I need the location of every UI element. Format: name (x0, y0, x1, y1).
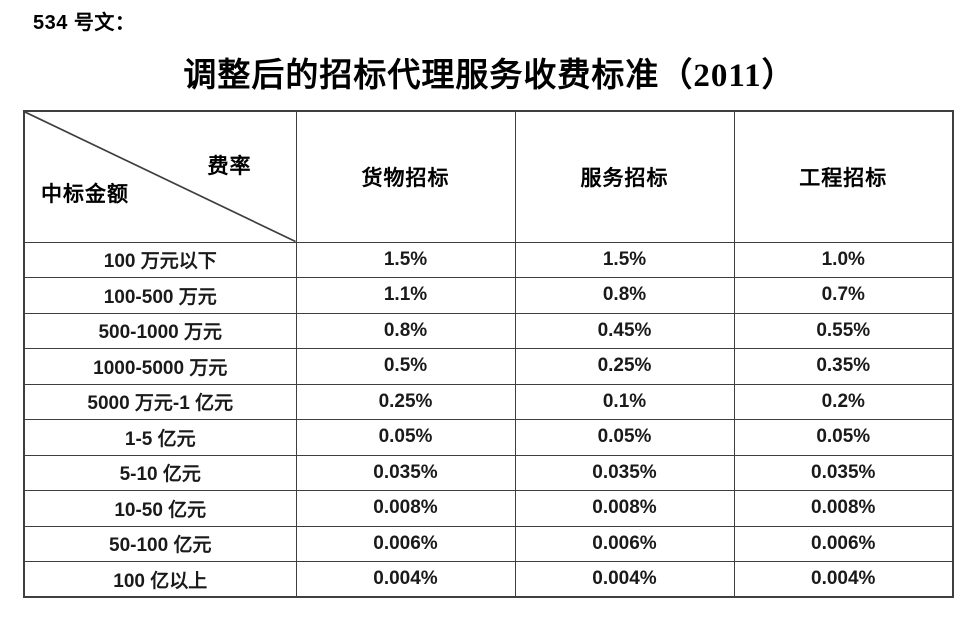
fee-schedule-table: 费率 中标金额 货物招标 服务招标 工程招标 100 万元以下 1.5% 1.5… (23, 110, 954, 598)
table-row: 100 亿以上 0.004% 0.004% 0.004% (23, 561, 954, 598)
rate-cell: 0.006% (733, 525, 954, 562)
amount-range-cell: 1-5 亿元 (23, 419, 297, 456)
column-header-goods: 货物招标 (295, 110, 516, 243)
rate-cell: 0.004% (733, 561, 954, 598)
table-row: 50-100 亿元 0.006% 0.006% 0.006% (23, 525, 954, 562)
amount-range-cell: 1000-5000 万元 (23, 348, 297, 385)
rate-cell: 0.8% (295, 312, 516, 349)
rate-cell: 0.008% (514, 490, 735, 527)
rate-cell: 1.0% (733, 241, 954, 278)
amount-range-cell: 500-1000 万元 (23, 312, 297, 349)
table-row: 1000-5000 万元 0.5% 0.25% 0.35% (23, 348, 954, 385)
rate-cell: 0.05% (295, 419, 516, 456)
amount-range-cell: 10-50 亿元 (23, 490, 297, 527)
amount-range-cell: 5000 万元-1 亿元 (23, 383, 297, 420)
amount-range-cell: 5-10 亿元 (23, 454, 297, 491)
rate-cell: 0.7% (733, 277, 954, 314)
rate-cell: 0.1% (514, 383, 735, 420)
rate-cell: 0.25% (514, 348, 735, 385)
column-header-engineering: 工程招标 (733, 110, 954, 243)
table-row: 5000 万元-1 亿元 0.25% 0.1% 0.2% (23, 383, 954, 420)
rate-cell: 0.004% (514, 561, 735, 598)
amount-range-cell: 100 万元以下 (23, 241, 297, 278)
rate-cell: 0.55% (733, 312, 954, 349)
table-row: 500-1000 万元 0.8% 0.45% 0.55% (23, 312, 954, 349)
rate-cell: 0.8% (514, 277, 735, 314)
rate-cell: 0.006% (514, 525, 735, 562)
table-row: 100 万元以下 1.5% 1.5% 1.0% (23, 241, 954, 278)
rate-cell: 0.035% (733, 454, 954, 491)
amount-range-cell: 100-500 万元 (23, 277, 297, 314)
page-title: 调整后的招标代理服务收费标准（2011） (183, 58, 796, 94)
amount-range-cell: 100 亿以上 (23, 561, 297, 598)
column-header-services: 服务招标 (514, 110, 735, 243)
amount-range-cell: 50-100 亿元 (23, 525, 297, 562)
table-header-row: 费率 中标金额 货物招标 服务招标 工程招标 (23, 110, 954, 243)
diagonal-corner-cell: 费率 中标金额 (23, 110, 297, 243)
diagonal-divider-line (25, 112, 296, 242)
rate-cell: 0.008% (295, 490, 516, 527)
rate-cell: 0.35% (733, 348, 954, 385)
rate-cell: 0.035% (514, 454, 735, 491)
table-row: 1-5 亿元 0.05% 0.05% 0.05% (23, 419, 954, 456)
table-row: 5-10 亿元 0.035% 0.035% 0.035% (23, 454, 954, 491)
rate-cell: 1.5% (514, 241, 735, 278)
rate-cell: 0.25% (295, 383, 516, 420)
rate-cell: 0.008% (733, 490, 954, 527)
corner-label-amount: 中标金额 (41, 181, 129, 206)
rate-cell: 0.006% (295, 525, 516, 562)
rate-cell: 0.45% (514, 312, 735, 349)
rate-cell: 1.1% (295, 277, 516, 314)
rate-cell: 0.05% (514, 419, 735, 456)
rate-cell: 0.004% (295, 561, 516, 598)
corner-label-rate: 费率 (207, 154, 252, 178)
rate-cell: 1.5% (295, 241, 516, 278)
table-row: 100-500 万元 1.1% 0.8% 0.7% (23, 277, 954, 314)
rate-cell: 0.2% (733, 383, 954, 420)
rate-cell: 0.05% (733, 419, 954, 456)
table-row: 10-50 亿元 0.008% 0.008% 0.008% (23, 490, 954, 527)
doc-number-label: 534 号文： (33, 12, 136, 34)
rate-cell: 0.035% (295, 454, 516, 491)
rate-cell: 0.5% (295, 348, 516, 385)
